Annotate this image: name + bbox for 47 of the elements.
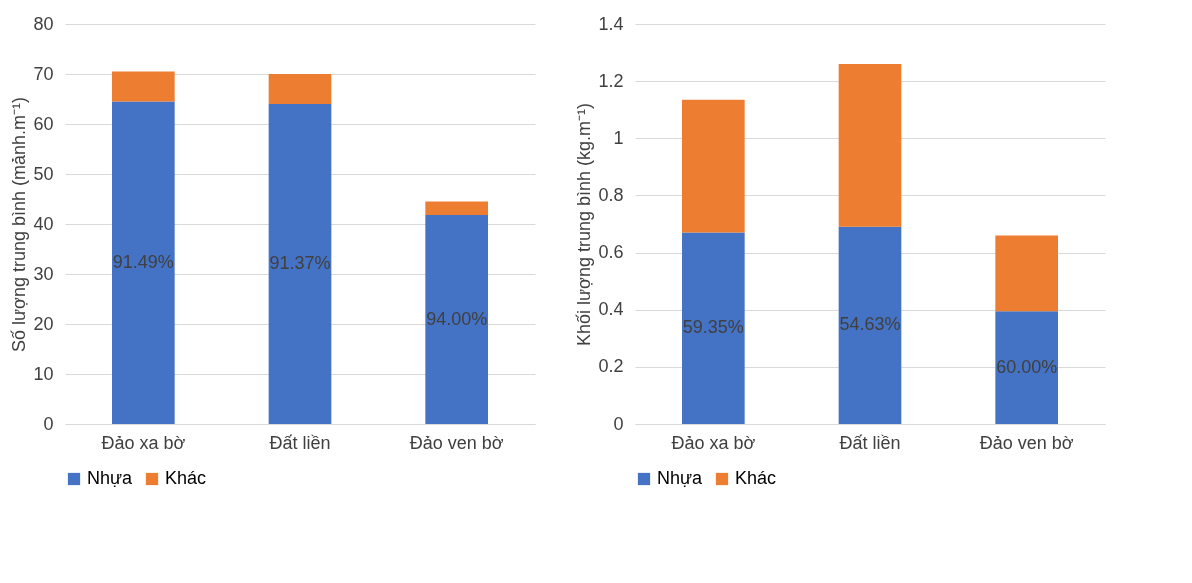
annotation: 91.49% [112,251,174,272]
y-tick-label: 0 [43,413,54,434]
x-tick-label: Đảo ven bờ [409,432,504,453]
bar [268,104,332,424]
bar [838,226,902,424]
y-tick-label: 30 [33,263,54,284]
y-tick-label: 0.2 [598,356,624,377]
annotation: 54.63% [839,314,901,335]
y-tick-label: 80 [33,13,54,34]
annotation: 59.35% [682,317,744,338]
y-tick-label: 70 [33,63,54,84]
bar [682,232,745,424]
y-tick-label: 0.8 [598,184,624,205]
bar [995,235,1058,312]
y-tick-label: 1 [613,127,624,148]
x-tick-label: Đất liền [839,432,901,453]
legend-label: Nhựa [87,468,134,488]
annotation: 91.37% [269,253,331,273]
x-tick-label: Đảo xa bờ [101,432,186,453]
y-axis-title: Khối lượng trung bình (kg.m⁻¹) [574,103,595,346]
y-tick-label: 1.4 [598,13,624,34]
bar [995,311,1058,424]
annotation: 60.00% [996,356,1058,377]
y-tick-label: 50 [33,163,54,184]
bar [682,99,745,233]
x-tick-label: Đất liền [269,432,331,453]
y-tick-label: 10 [33,363,54,384]
y-axis-title: Số lượng trung bình (mảnh.m⁻¹) [9,97,30,352]
bar [112,71,175,102]
legend-label: Nhựa [657,468,704,488]
bar [425,201,488,215]
bar [838,64,902,227]
y-tick-label: 1.2 [598,70,624,91]
bar [268,74,332,104]
y-tick-label: 40 [33,213,54,234]
y-tick-label: 60 [33,113,54,134]
annotation: 94.00% [426,308,488,329]
x-tick-label: Đảo xa bờ [671,432,756,453]
y-tick-label: 20 [33,313,54,334]
legend-label: Khác [735,468,777,488]
bar [425,215,488,424]
legend-label: Khác [165,468,207,488]
x-tick-label: Đảo ven bờ [979,432,1074,453]
y-tick-label: 0.4 [598,299,624,320]
y-tick-label: 0.6 [598,242,624,263]
bar [112,101,175,424]
y-tick-label: 0 [613,413,624,434]
